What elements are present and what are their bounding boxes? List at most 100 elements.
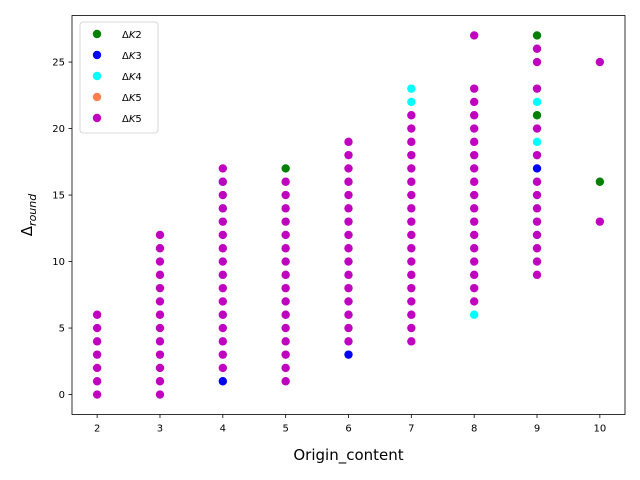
y-tick-label-1: 5 [59,324,65,335]
data-point-s4-75 [407,244,416,253]
data-point-s4-38 [281,350,290,359]
data-point-s4-49 [281,204,290,213]
data-point-s4-108 [532,217,542,226]
data-point-s4-83 [407,137,416,147]
data-point-s4-118 [595,57,605,67]
data-point-s4-34 [218,177,228,186]
data-point-s2-2 [407,97,416,107]
data-point-s4-80 [407,177,416,186]
x-tick-label-3: 5 [282,424,288,435]
data-point-s4-113 [532,124,542,133]
data-point-s4-20 [218,363,228,373]
x-tick-label-2: 4 [220,424,226,435]
data-point-s4-100 [469,111,479,120]
data-point-s4-62 [344,204,353,213]
data-point-s4-77 [407,217,416,226]
data-point-s4-53 [344,323,353,333]
data-point-s4-12 [155,323,165,333]
data-point-s4-114 [532,84,542,93]
data-point-s4-45 [281,257,290,266]
data-point-s4-91 [469,230,479,240]
data-point-s2-7 [532,97,542,107]
x-tick-label-7: 9 [534,424,540,435]
data-point-s2-4 [469,310,479,319]
data-point-s4-81 [407,164,416,173]
data-point-s4-17 [155,257,165,266]
data-point-s4-26 [218,283,228,293]
data-point-s4-50 [281,190,290,200]
data-point-s4-57 [344,270,353,280]
data-point-s1-1 [344,350,353,359]
data-point-s4-87 [469,283,479,293]
data-point-s4-51 [281,177,290,186]
data-point-s4-13 [155,310,165,319]
data-point-s4-11 [155,337,165,346]
data-point-s4-28 [218,257,228,266]
data-point-s4-22 [218,337,228,346]
data-point-s4-39 [281,337,290,346]
legend-label-0: ΔK2 [122,30,142,41]
data-point-s4-102 [469,84,479,93]
legend-marker-4 [92,113,102,123]
legend-marker-1 [92,50,102,60]
data-point-s4-3 [92,350,102,359]
y-tick-label-0: 0 [59,390,65,401]
data-point-s4-109 [532,204,542,213]
data-point-s4-42 [281,297,290,306]
data-point-s4-35 [218,164,228,173]
data-point-s4-33 [218,190,228,200]
data-point-s4-84 [407,124,416,133]
data-point-s4-112 [532,150,542,160]
data-point-s4-5 [92,323,102,333]
y-axis-label-main: Δ [18,225,36,236]
data-point-s4-103 [469,31,479,40]
legend: ΔK2 ΔK3 ΔK4 ΔK5 ΔK5 [79,21,159,134]
x-tick-label-1: 3 [157,424,163,435]
data-point-s4-90 [469,244,479,253]
data-point-s0-0 [281,164,290,173]
data-point-s1-2 [532,164,542,173]
data-point-s4-85 [407,111,416,120]
x-tick-label-5: 7 [408,424,414,435]
x-tick-label-8: 10 [593,424,606,435]
data-point-s4-56 [344,283,353,293]
data-point-s4-43 [281,283,290,293]
data-point-s4-15 [155,283,165,293]
data-point-s4-105 [532,257,542,266]
data-point-s4-36 [281,377,290,386]
data-point-s4-0 [92,390,102,399]
data-point-s4-65 [344,164,353,173]
data-point-s4-79 [407,190,416,200]
data-point-s0-1 [532,31,542,40]
data-point-s4-58 [344,257,353,266]
data-point-s4-1 [92,377,102,386]
data-point-s4-18 [155,244,165,253]
data-point-s4-46 [281,244,290,253]
x-tick-label-4: 6 [345,424,351,435]
legend-marker-3 [92,92,102,102]
data-point-s4-63 [344,190,353,200]
data-point-s4-92 [469,217,479,226]
legend-label-3: ΔK5 [122,93,142,104]
data-point-s4-48 [281,217,290,226]
data-point-s4-24 [218,310,228,319]
data-point-s4-95 [469,177,479,186]
data-point-s4-25 [218,297,228,306]
data-point-s4-27 [218,270,228,280]
y-axis-label: Δround [18,193,39,236]
legend-label-2: ΔK4 [122,72,142,83]
x-tick-label-0: 2 [94,424,100,435]
data-point-s4-7 [155,390,165,399]
data-point-s4-117 [595,217,605,226]
data-point-s4-64 [344,177,353,186]
data-point-s4-89 [469,257,479,266]
data-point-s4-6 [92,310,102,319]
data-point-s4-55 [344,297,353,306]
data-point-s4-98 [469,137,479,147]
data-point-s4-14 [155,297,165,306]
data-point-s0-3 [595,177,605,186]
data-point-s4-99 [469,124,479,133]
x-axis-label: Origin_content [293,446,403,465]
data-point-s4-32 [218,204,228,213]
data-point-s4-93 [469,204,479,213]
